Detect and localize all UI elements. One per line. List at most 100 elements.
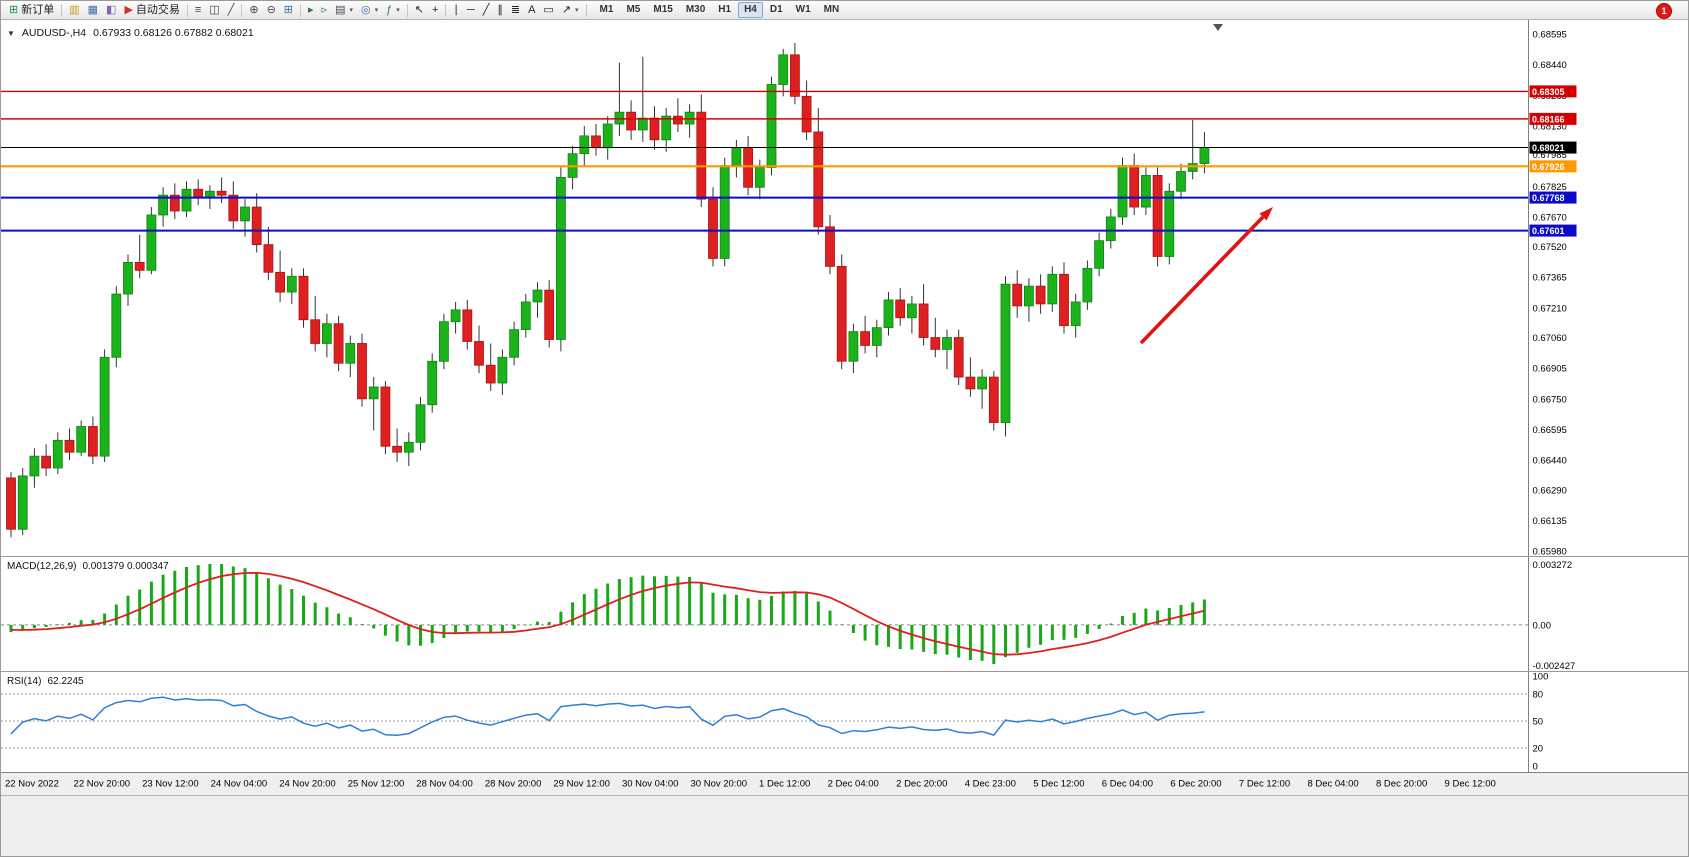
chart-canvas[interactable]: 0.685950.684400.682850.681300.679850.678… [1, 20, 1689, 795]
chart-window-icon: ▥ [69, 4, 80, 16]
indicators-icon: ƒ [386, 4, 393, 16]
window-bottom-area [1, 795, 1688, 856]
candle-body [41, 455, 51, 469]
toolbar-button-navigator[interactable]: ◧ [102, 1, 120, 19]
trend-arrow-head[interactable] [1259, 207, 1273, 221]
chart-title-bar: ▼ AUDUSD-,H4 0.67933 0.68126 0.67882 0.6… [7, 27, 254, 39]
toolbar-button-equidistant-channel[interactable]: ∥ [493, 1, 507, 19]
price-axis-label: 0.68595 [1533, 30, 1567, 41]
chevron-down-icon: ▾ [374, 7, 379, 14]
candle [579, 125, 590, 166]
toolbar-button-line-chart[interactable]: ╱ [224, 1, 239, 19]
toolbar-button-arrows[interactable]: ↗ ▾ [558, 1, 583, 19]
rsi-axis-label: 100 [1533, 672, 1549, 683]
candle-body [708, 198, 718, 259]
candle-body [286, 275, 297, 293]
toolbar-button-text-label[interactable]: ▭ [539, 1, 557, 19]
candle [988, 371, 999, 431]
toolbar-button-chart-window[interactable]: ▥ [65, 1, 83, 19]
toolbar-button-text[interactable]: A [524, 1, 539, 19]
timeframe-button-H4[interactable]: H4 [738, 2, 763, 18]
tile-windows-icon: ⊞ [283, 4, 294, 16]
macd-signal-line [10, 571, 1205, 656]
candle-body [1141, 175, 1151, 208]
chart-background [1, 20, 1688, 772]
toolbar-button-fibonacci[interactable]: ≣ [507, 1, 524, 19]
toolbar-button-crosshair[interactable]: + [428, 1, 442, 19]
candle [1164, 183, 1175, 265]
chart-window: ▼ AUDUSD-,H4 0.67933 0.68126 0.67882 0.6… [1, 20, 1689, 795]
candle-body [1187, 163, 1198, 172]
candle [216, 177, 227, 204]
toolbar-button-new-chart[interactable]: ▤ ▾ [331, 1, 357, 19]
toolbar-button-profiles[interactable]: ◎ ▾ [357, 1, 382, 19]
time-axis-strip[interactable] [1, 772, 1689, 795]
timeframe-button-M15[interactable]: M15 [653, 4, 673, 15]
new-order-icon: ⊞ [9, 4, 19, 16]
trend-arrow-object[interactable] [1139, 215, 1265, 345]
toolbar-button-trendline[interactable]: ╱ [479, 1, 494, 19]
candle [29, 448, 40, 488]
candle [427, 353, 438, 413]
price-axis-label: 0.67520 [1533, 242, 1567, 253]
toolbar-button-tile-windows[interactable]: ⊞ [280, 1, 297, 19]
toolbar-button-candlestick-chart[interactable]: ◫ [205, 1, 223, 19]
rsi-axis-label: 80 [1533, 690, 1544, 701]
auto-scroll-icon: ▸ [308, 4, 314, 16]
toolbar-button-new-order[interactable]: ⊞ 新订单 [5, 1, 58, 19]
price-axis-label: 0.66290 [1533, 485, 1567, 496]
candle [860, 315, 870, 354]
candle [871, 319, 882, 358]
candle [532, 282, 543, 318]
candle-body [520, 301, 531, 331]
candle [1141, 167, 1151, 215]
candle-body [895, 299, 906, 319]
rsi-indicator-label: RSI(14) 62.2245 [7, 676, 84, 687]
candle [310, 296, 321, 352]
time-axis-label: 24 Nov 20:00 [279, 779, 336, 790]
candle [1012, 270, 1023, 318]
toolbar-button-cursor[interactable]: ↖ [411, 1, 428, 19]
candle-body [263, 244, 274, 273]
toolbar-button-bar-chart[interactable]: ≡ [191, 1, 205, 19]
candle-body [333, 323, 344, 364]
timeframe-button-H1[interactable]: H1 [718, 4, 732, 15]
timeframe-button-M1[interactable]: M1 [599, 4, 614, 15]
candle-body [918, 303, 929, 338]
toolbar-button-indicators[interactable]: ƒ ▾ [382, 1, 404, 19]
candle [778, 48, 789, 97]
time-axis-label: 30 Nov 20:00 [691, 779, 748, 790]
candle [357, 333, 367, 407]
candle-body [158, 194, 169, 216]
candle [696, 94, 707, 208]
candle-body [942, 337, 952, 350]
toolbar-button-vertical-line[interactable]: ∣ [449, 1, 463, 19]
toolbar-button-horizontal-line[interactable]: ─ [463, 1, 479, 19]
notification-badge[interactable]: 1 [1656, 3, 1672, 19]
time-axis-label: 2 Dec 04:00 [828, 779, 879, 790]
candle-body [556, 177, 566, 340]
timeframe-button-M5[interactable]: M5 [626, 4, 641, 15]
toolbar-button-zoom-out[interactable]: ⊖ [263, 1, 280, 19]
candle [766, 76, 777, 176]
toolbar-button-auto-scroll[interactable]: ▸ [304, 1, 318, 19]
toolbar-button-auto-trading[interactable]: ▶ 自动交易 [120, 1, 183, 19]
timeframe-button-M30[interactable]: M30 [685, 4, 706, 15]
toolbar-button-chart-shift[interactable]: ▹ [318, 1, 332, 19]
toolbar-button-market-watch[interactable]: ▦ [84, 1, 102, 19]
candle [345, 335, 356, 378]
timeframe-button-D1[interactable]: D1 [769, 4, 783, 15]
timeframe-button-W1[interactable]: W1 [795, 4, 811, 15]
candle-body [696, 111, 707, 200]
toolbar-separator [61, 3, 63, 17]
candle-body [450, 309, 461, 323]
price-axis-label: 0.66905 [1533, 364, 1567, 375]
time-axis-label: 4 Dec 23:00 [965, 779, 1016, 790]
text-icon: A [528, 4, 536, 16]
candle [836, 254, 847, 370]
toolbar-button-zoom-in[interactable]: ⊕ [245, 1, 262, 19]
one-click-trading-arrow-icon[interactable]: ▼ [7, 28, 15, 38]
candle-body [1000, 283, 1011, 423]
timeframe-button-MN[interactable]: MN [823, 4, 840, 15]
candle-body [1199, 147, 1210, 164]
